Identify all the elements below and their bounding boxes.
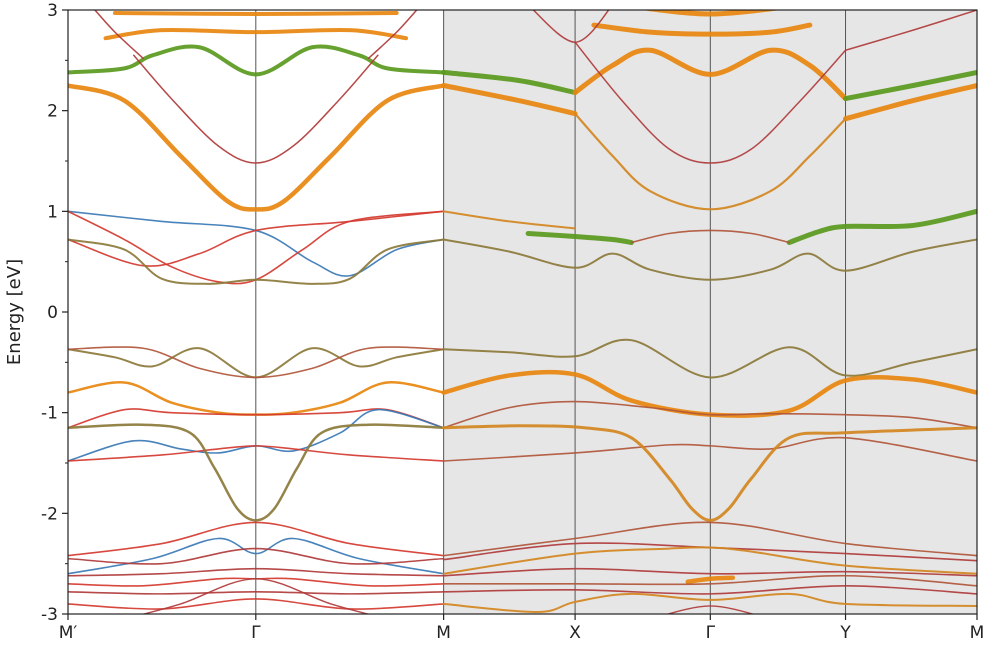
y-tick-label: 3 [47,1,58,21]
x-tick-label: M′ [59,623,78,643]
band-line [786,208,977,246]
band-line [630,229,790,244]
band-line [441,83,578,117]
band-line [68,598,445,610]
bands [68,10,977,614]
band-line [68,408,445,429]
band-line [68,423,445,522]
band-line [68,83,446,212]
band-line [442,592,977,613]
band-line [367,10,418,60]
x-tick-label: X [569,623,581,643]
y-axis-label: Energy [eV] [4,259,25,365]
band-line [442,338,977,379]
y-tick-label: 2 [47,102,58,122]
band-line [112,11,399,17]
band-line [442,238,977,281]
band-line [141,578,371,614]
band-line [68,567,445,577]
band-line [68,210,445,277]
y-axis: 3 2 1 0 -1 -2 -3 [41,1,68,625]
band-line [68,445,445,462]
x-tick-label: M [436,623,451,643]
band-line [68,537,445,575]
band-line [68,44,446,77]
band-line [68,547,445,565]
band-line [442,521,977,557]
band-line [442,424,977,522]
band-line [574,41,847,164]
band-line [441,69,578,96]
band-line [685,575,736,585]
band-line [442,585,977,595]
band-line [591,22,813,37]
y-tick-label: -1 [41,404,58,424]
band-line [844,10,977,52]
band-line [442,400,977,429]
band-line [132,54,379,164]
band-line [68,238,445,285]
x-axis: M′ Γ M X Γ Y M [59,614,985,643]
band-line [525,230,634,246]
band-line [93,10,144,60]
band-line [641,10,781,17]
y-tick-label: 0 [47,303,58,323]
y-tick-label: 1 [47,202,58,222]
band-line [843,83,977,122]
x-tick-label: Γ [251,623,261,643]
band-line [442,436,977,462]
band-line [68,521,445,557]
band-line [442,567,977,577]
band-line [532,10,610,43]
band-line [68,346,445,379]
y-tick-label: -3 [41,605,58,625]
band-line [442,546,977,575]
band-line [572,47,849,102]
x-tick-label: Y [839,623,851,643]
band-line [68,210,445,267]
plot-area [67,9,978,615]
band-line [843,69,977,102]
band-line [68,591,445,595]
x-tick-label: M [970,623,985,643]
band-line [665,605,756,614]
x-tick-label: Γ [706,623,716,643]
y-tick-label: -2 [41,504,58,524]
band-line [442,210,577,230]
band-line [103,27,409,41]
band-line [573,112,847,211]
band-line [442,574,977,587]
